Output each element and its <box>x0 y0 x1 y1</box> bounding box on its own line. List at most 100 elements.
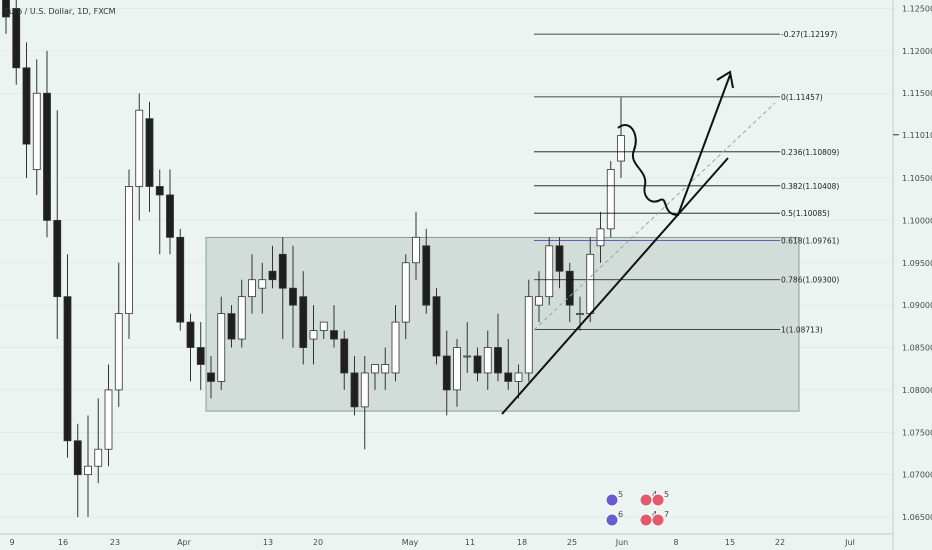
event-badge-icon <box>639 493 653 507</box>
candle-body-bull <box>319 321 328 331</box>
event-badge-icon <box>605 493 619 507</box>
x-tick-label: 16 <box>58 538 68 547</box>
dashed-trend <box>533 102 776 331</box>
trendline <box>501 157 729 415</box>
y-tick-label: 1.09500 <box>902 259 932 268</box>
grid-layer <box>0 8 893 518</box>
x-tick-label: May <box>402 538 419 547</box>
candle-body-bull <box>371 364 379 374</box>
candle-body-bull <box>114 313 123 391</box>
x-tick-label: Jun <box>615 538 629 547</box>
y-tick-label: 1.09000 <box>902 301 932 310</box>
y-tick-label: 1.07000 <box>902 471 932 480</box>
candle <box>135 93 144 221</box>
candle-body-bear <box>268 270 277 281</box>
candle-body-bull <box>514 372 523 382</box>
y-tick-label: 1.12000 <box>902 47 932 56</box>
candle <box>32 59 41 195</box>
candle-body-bear <box>43 92 51 221</box>
drawing-layer <box>501 70 776 415</box>
candle <box>504 339 513 390</box>
candle <box>125 169 133 340</box>
candle-body-bear <box>299 296 308 348</box>
candle-body-bear <box>422 245 431 306</box>
candle-body-bull <box>483 347 492 374</box>
candle <box>596 211 605 263</box>
candle <box>371 364 379 390</box>
candle <box>289 245 297 348</box>
candle-body-bull <box>104 389 113 450</box>
candle <box>350 356 359 416</box>
candle-body-bear <box>432 296 441 357</box>
candle <box>217 296 226 390</box>
candle-body-bull <box>94 448 103 467</box>
candle-body-bear <box>442 355 451 391</box>
candle <box>73 423 82 518</box>
fib-label: 0.618(1.09761) <box>781 237 839 246</box>
candle-body-bear <box>330 330 338 340</box>
fib-label: 0.382(1.10408) <box>781 182 839 191</box>
candle <box>442 330 451 416</box>
fib-label: 0.236(1.10809) <box>781 148 839 157</box>
candle-body-bull <box>617 135 625 162</box>
projection-path <box>617 74 731 217</box>
candle-body-bear <box>53 219 62 298</box>
x-tick-label: 22 <box>775 538 785 547</box>
candle <box>104 364 113 467</box>
candle-body-bull <box>258 279 267 289</box>
candle <box>145 101 154 212</box>
candle-body-bear <box>494 347 502 374</box>
y-tick-label: 1.07500 <box>902 428 932 437</box>
candle-body-bear <box>63 296 72 442</box>
candle <box>114 262 123 407</box>
candle-body-bull <box>360 372 369 408</box>
projection-arrowhead <box>716 70 734 89</box>
candle <box>340 330 349 390</box>
candle-body-bull <box>32 92 41 170</box>
candle <box>473 347 482 382</box>
candle-layer <box>2 0 625 518</box>
candle-body-bull <box>586 253 595 315</box>
candle <box>186 313 195 382</box>
candle-body-bull <box>412 236 420 264</box>
y-tick-label: 1.08500 <box>902 344 932 353</box>
candle <box>166 169 174 255</box>
candle <box>2 0 10 34</box>
candle <box>94 398 103 484</box>
candle-body-bull <box>535 296 543 306</box>
candle-body-bear <box>555 245 564 272</box>
range-box <box>205 236 800 412</box>
candle-body-bull <box>545 245 554 298</box>
candle <box>463 322 472 373</box>
candle-body-bear <box>145 118 154 187</box>
candle-body-bull <box>309 330 318 340</box>
x-tick-label: 25 <box>567 538 577 547</box>
candle-body-bull <box>453 347 461 391</box>
candle-body-bull <box>125 186 133 315</box>
candle <box>43 50 51 238</box>
candle <box>155 169 164 255</box>
candle-body-bear <box>196 347 205 365</box>
candle <box>422 228 431 314</box>
candle-body-bear <box>22 67 31 145</box>
x-tick-label: 13 <box>263 538 273 547</box>
fib-label: -0.27(1.12197) <box>781 30 837 39</box>
fib-layer: -0.27(1.12197) 0(1.11457) 0.236(1.10809) 0.… <box>534 30 839 334</box>
x-tick-label: 11 <box>465 538 475 547</box>
candle-body-bull <box>217 313 226 382</box>
event-badge-icon <box>651 493 665 507</box>
candle-body-bull <box>381 364 390 374</box>
candle <box>268 245 277 289</box>
candle <box>227 305 236 348</box>
candle <box>22 42 31 178</box>
candle-body-bear <box>12 8 21 69</box>
candle-body-bear <box>2 0 10 18</box>
candle <box>309 305 318 365</box>
fib-label: 0.5(1.10085) <box>781 209 830 218</box>
candle <box>494 313 502 382</box>
event-badge-count: 5 <box>664 490 669 499</box>
chart-title: Euro / U.S. Dollar, 1D, FXCM <box>4 7 116 16</box>
event-badge-count: 7 <box>664 510 669 519</box>
candle <box>278 237 287 340</box>
